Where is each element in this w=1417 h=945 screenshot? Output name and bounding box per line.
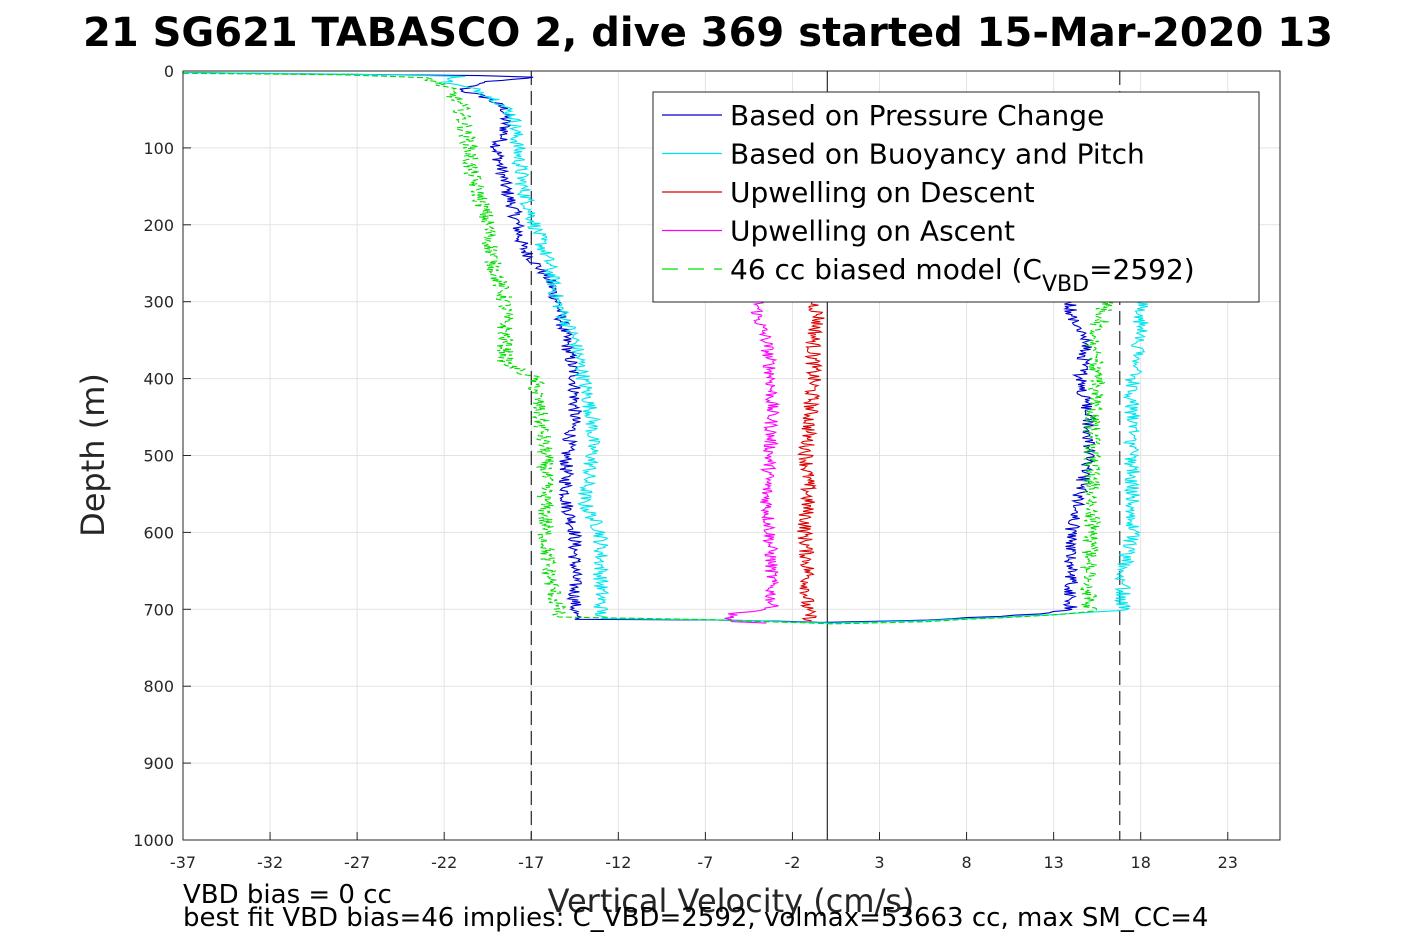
legend-label-tail: =2592) bbox=[1089, 253, 1195, 286]
x-tick-label: -37 bbox=[170, 853, 196, 872]
y-tick-label: 400 bbox=[143, 370, 174, 389]
y-tick-label: 900 bbox=[143, 754, 174, 773]
y-tick-label: 0 bbox=[164, 62, 174, 81]
series-line-1 bbox=[182, 71, 1228, 624]
y-tick-labels: 0 100 200 300 400 500 600 700 800 900 1000 bbox=[133, 62, 191, 850]
x-tick-labels: -37 -32 -27 -22 -17 -12 -7 -2 3 8 13 18 23 bbox=[170, 832, 1238, 872]
x-tick-label: 23 bbox=[1218, 853, 1238, 872]
series-line-4 bbox=[182, 72, 1211, 625]
y-tick-label: 100 bbox=[143, 139, 174, 158]
series-line-2 bbox=[797, 287, 825, 622]
y-tick-label: 200 bbox=[143, 216, 174, 235]
x-tick-label: -32 bbox=[257, 853, 283, 872]
footer-line-2: best fit VBD bias=46 implies: C_VBD=2592… bbox=[183, 903, 1208, 933]
legend-label-0: Based on Pressure Change bbox=[730, 99, 1104, 132]
y-tick-label: 300 bbox=[143, 293, 174, 312]
footer-line-1: VBD bias = 0 cc bbox=[183, 880, 392, 910]
x-tick-label: -27 bbox=[344, 853, 370, 872]
y-axis-label: Depth (m) bbox=[74, 373, 112, 537]
y-tick-label: 500 bbox=[143, 447, 174, 466]
x-tick-label: -7 bbox=[697, 853, 713, 872]
series-line-0 bbox=[185, 71, 1141, 623]
chart-title: 21 SG621 TABASCO 2, dive 369 started 15-… bbox=[83, 10, 1333, 56]
y-tick-label: 800 bbox=[143, 677, 174, 696]
y-tick-label: 700 bbox=[143, 600, 174, 619]
legend-label-1: Based on Buoyancy and Pitch bbox=[730, 138, 1145, 171]
data-series bbox=[182, 71, 1228, 625]
x-axis-label: Vertical Velocity (cm/s) bbox=[548, 882, 915, 920]
series-line-3 bbox=[724, 287, 781, 624]
x-tick-label: -12 bbox=[605, 853, 631, 872]
y-tick-label: 600 bbox=[143, 523, 174, 542]
legend: Based on Pressure Change Based on Buoyanc… bbox=[652, 91, 1260, 303]
legend-label-2: Upwelling on Descent bbox=[730, 176, 1035, 209]
x-tick-label: 3 bbox=[874, 853, 884, 872]
legend-label-subscript: VBD bbox=[1042, 272, 1089, 297]
x-tick-label: -17 bbox=[518, 853, 544, 872]
x-tick-label: -22 bbox=[431, 853, 457, 872]
x-tick-label: -2 bbox=[784, 853, 800, 872]
legend-box bbox=[652, 91, 1260, 303]
legend-label-main: 46 cc biased model (C bbox=[730, 253, 1042, 286]
x-tick-label: 13 bbox=[1043, 853, 1063, 872]
legend-label-3: Upwelling on Ascent bbox=[730, 215, 1015, 248]
x-tick-label: 18 bbox=[1131, 853, 1151, 872]
legend-label-4: 46 cc biased model (CVBD=2592) bbox=[730, 253, 1195, 297]
y-tick-label: 1000 bbox=[133, 831, 174, 850]
x-tick-label: 8 bbox=[961, 853, 971, 872]
